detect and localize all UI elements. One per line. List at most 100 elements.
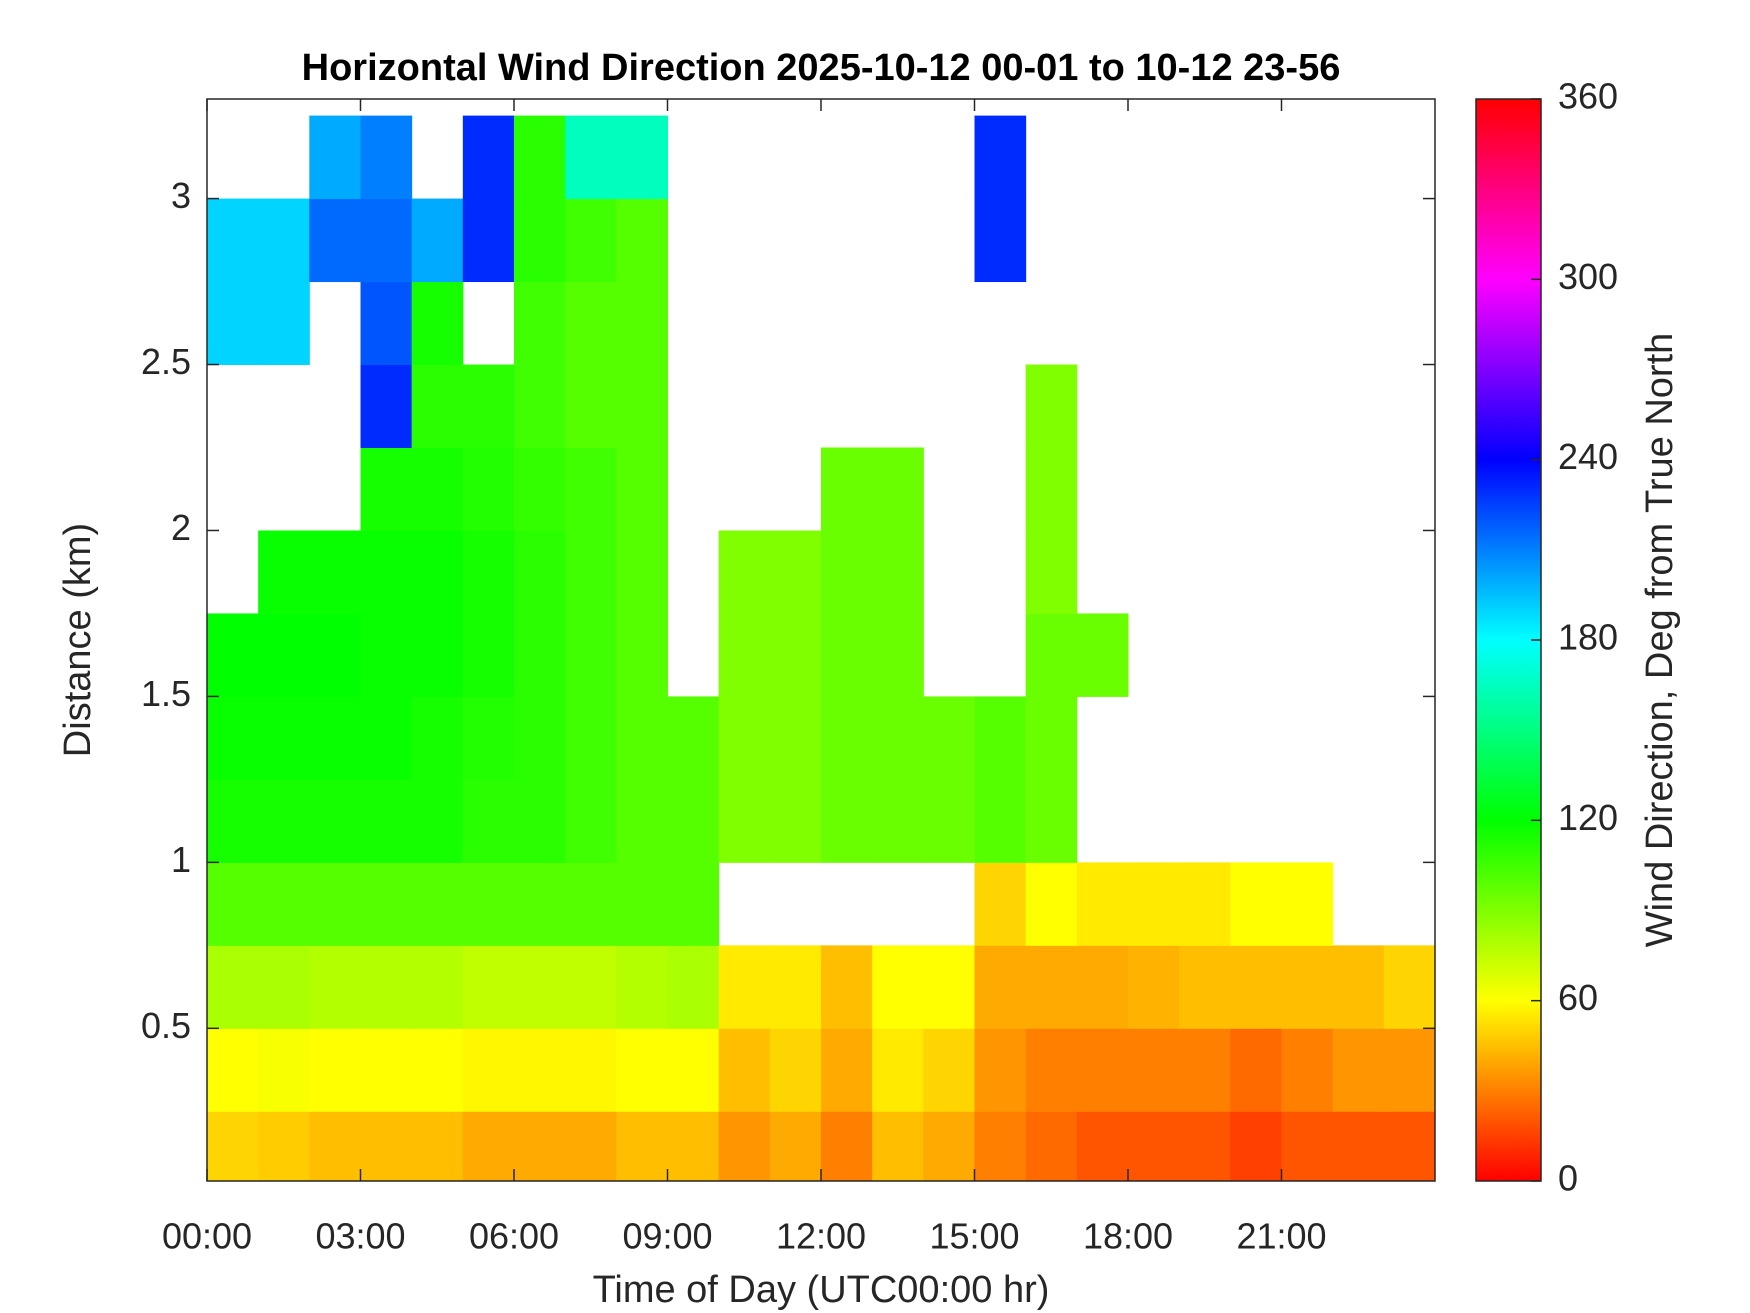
heatmap-cell xyxy=(462,447,515,531)
heatmap-cell xyxy=(462,198,515,283)
heatmap-cell xyxy=(616,530,668,614)
heatmap-cell xyxy=(309,115,361,200)
heatmap-cell xyxy=(923,779,975,863)
colorbar-label: Wind Direction, Deg from True North xyxy=(1639,333,1681,948)
colorbar-tick-label: 0 xyxy=(1558,1158,1578,1199)
heatmap-cell xyxy=(1076,945,1129,1029)
heatmap-cell xyxy=(974,1111,1027,1181)
heatmap-cell xyxy=(411,779,464,863)
heatmap-cell xyxy=(1230,1028,1282,1112)
heatmap-cell xyxy=(462,862,515,946)
heatmap-cell xyxy=(821,530,873,614)
heatmap-cell xyxy=(258,198,310,283)
heatmap-cell xyxy=(974,862,1027,946)
heatmap-cell xyxy=(616,945,668,1029)
x-tick-label: 06:00 xyxy=(469,1216,559,1257)
heatmap-cell xyxy=(974,779,1027,863)
heatmap-cell xyxy=(207,779,259,863)
heatmap-cell xyxy=(1281,1028,1334,1112)
heatmap-cell xyxy=(411,530,464,614)
x-axis-label: Time of Day (UTC00:00 hr) xyxy=(593,1269,1050,1311)
heatmap-cell xyxy=(1230,862,1282,946)
chart-title: Horizontal Wind Direction 2025-10-12 00-… xyxy=(302,47,1341,89)
heatmap-cell xyxy=(872,1028,924,1112)
colorbar-tick-label: 360 xyxy=(1558,76,1618,117)
x-tick-label: 15:00 xyxy=(929,1216,1019,1257)
heatmap-cell xyxy=(872,696,924,780)
heatmap-cell xyxy=(769,696,822,780)
heatmap-cell xyxy=(872,530,924,614)
heatmap-cell xyxy=(667,779,720,863)
heatmap-cell xyxy=(616,696,668,780)
heatmap-cell xyxy=(360,1111,413,1181)
heatmap-cell xyxy=(872,613,924,697)
heatmap-cell xyxy=(872,779,924,863)
heatmap-cell xyxy=(462,364,515,448)
heatmap-cell xyxy=(616,1028,668,1112)
heatmap-cell xyxy=(974,945,1027,1029)
heatmap-cell xyxy=(514,779,566,863)
heatmap-cell xyxy=(514,1111,566,1181)
heatmap-cell xyxy=(462,945,515,1029)
heatmap-cell xyxy=(360,1028,413,1112)
heatmap-cell xyxy=(207,613,259,697)
heatmap-cell xyxy=(309,1111,361,1181)
y-tick-label: 2.5 xyxy=(141,341,191,382)
heatmap-cell xyxy=(462,530,515,614)
heatmap-cell xyxy=(309,198,361,283)
heatmap-cell xyxy=(258,1111,310,1181)
heatmap-cell xyxy=(360,447,413,531)
x-tick-label: 18:00 xyxy=(1083,1216,1173,1257)
heatmap-cells xyxy=(207,115,1435,1181)
heatmap-cell xyxy=(1281,1111,1334,1181)
x-tick-label: 21:00 xyxy=(1236,1216,1326,1257)
heatmap-cell xyxy=(462,696,515,780)
heatmap-cell xyxy=(462,1111,515,1181)
heatmap-cell xyxy=(514,945,566,1029)
heatmap-cell xyxy=(360,281,413,366)
heatmap-cell xyxy=(411,945,464,1029)
heatmap-cell xyxy=(974,115,1027,200)
heatmap-cell xyxy=(1025,862,1078,946)
heatmap-cell xyxy=(1179,862,1231,946)
heatmap-cell xyxy=(769,613,822,697)
heatmap-cell xyxy=(718,1028,771,1112)
y-tick-label: 1 xyxy=(171,839,191,880)
heatmap-cell xyxy=(1025,613,1078,697)
heatmap-cell xyxy=(1128,1111,1180,1181)
heatmap-cell xyxy=(1383,1111,1435,1181)
heatmap-cell xyxy=(411,613,464,697)
heatmap-cell xyxy=(616,447,668,531)
heatmap-cell xyxy=(360,862,413,946)
y-tick-label: 3 xyxy=(171,175,191,216)
heatmap-cell xyxy=(769,1028,822,1112)
heatmap-cell xyxy=(207,696,259,780)
heatmap-cell xyxy=(565,364,617,448)
heatmap-cell xyxy=(1076,1111,1129,1181)
heatmap-cell xyxy=(667,1111,720,1181)
heatmap-cell xyxy=(667,1028,720,1112)
heatmap-cell xyxy=(565,198,617,283)
heatmap-cell xyxy=(309,779,361,863)
heatmap-cell xyxy=(514,115,566,200)
heatmap-cell xyxy=(718,530,771,614)
heatmap-cell xyxy=(1179,1111,1231,1181)
heatmap-cell xyxy=(821,779,873,863)
heatmap-cell xyxy=(923,696,975,780)
heatmap-cell xyxy=(872,447,924,531)
heatmap-cell xyxy=(821,945,873,1029)
heatmap-cell xyxy=(258,281,310,366)
heatmap-cell xyxy=(1230,945,1282,1029)
colorbar-tick-label: 120 xyxy=(1558,797,1618,838)
heatmap-cell xyxy=(360,115,413,200)
heatmap-cell xyxy=(1128,862,1180,946)
heatmap-cell xyxy=(309,862,361,946)
heatmap-cell xyxy=(872,945,924,1029)
heatmap-cell xyxy=(514,1028,566,1112)
heatmap-cell xyxy=(616,281,668,366)
heatmap-cell xyxy=(821,613,873,697)
colorbar xyxy=(1475,98,1542,1182)
heatmap-cell xyxy=(1128,945,1180,1029)
x-tick-label: 12:00 xyxy=(776,1216,866,1257)
heatmap-cell xyxy=(821,1111,873,1181)
